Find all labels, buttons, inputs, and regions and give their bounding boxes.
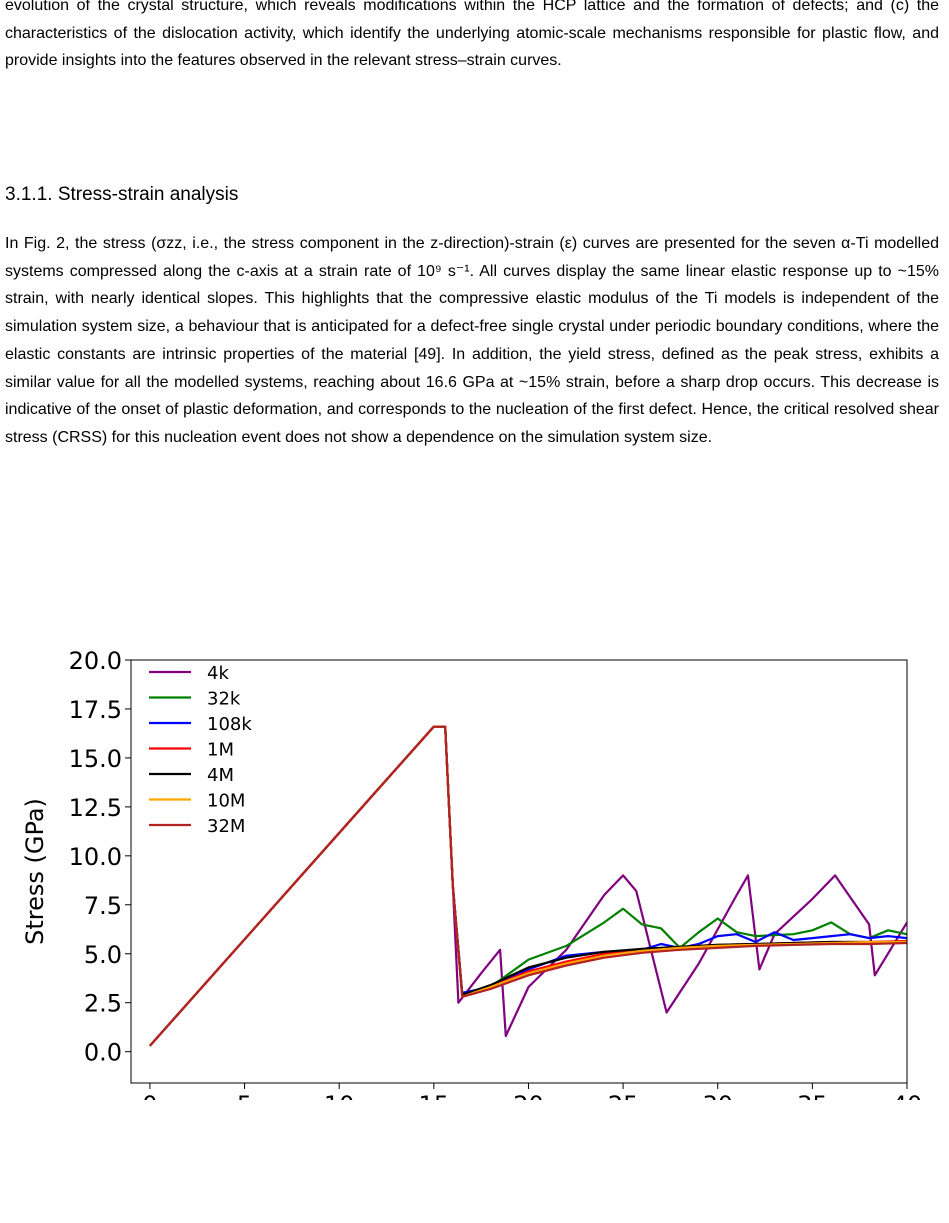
body-paragraph-2: In Fig. 2, the stress (σzz, i.e., the st… — [5, 235, 939, 446]
series-line-32M — [149, 725, 907, 1047]
y-tick-label: 20.0 — [69, 647, 122, 675]
x-tick-label: 40 — [892, 1091, 923, 1100]
series-line-1M — [149, 725, 907, 1047]
y-tick-label: 10.0 — [69, 843, 122, 871]
y-tick-label: 7.5 — [84, 892, 122, 920]
section-heading: 3.1.1. Stress-strain analysis — [5, 184, 239, 205]
y-tick-label: 0.0 — [84, 1039, 122, 1067]
x-tick-label: 20 — [513, 1091, 544, 1100]
legend-label-4k: 4k — [207, 663, 229, 684]
x-tick-label: 15 — [419, 1091, 450, 1100]
legend-label-32M: 32M — [207, 816, 245, 837]
legend-label-32k: 32k — [207, 689, 241, 710]
y-tick-label: 2.5 — [84, 990, 122, 1018]
series-line-4k — [149, 725, 907, 1047]
body-paragraph-1: evolution of the crystal structure, whic… — [5, 0, 939, 70]
series-line-4M — [149, 725, 907, 1047]
legend-label-4M: 4M — [207, 765, 234, 786]
chart-svg: 0 5 10 15 20 25 30 35 40 0.0 2.5 5.0 7.5 10.0 12.5 15.0… — [21, 647, 923, 1149]
x-tick-label: 5 — [237, 1091, 252, 1100]
legend-label-1M: 1M — [207, 740, 234, 761]
series-line-10M — [149, 725, 907, 1047]
legend-label-10M: 10M — [207, 791, 245, 812]
x-tick-label: 0 — [142, 1091, 157, 1100]
y-tick-label: 15.0 — [69, 745, 122, 773]
y-tick-label: 17.5 — [69, 696, 122, 724]
y-tick-label: 12.5 — [69, 794, 122, 822]
legend-label-108k: 108k — [207, 714, 252, 735]
x-tick-label: 30 — [702, 1091, 733, 1100]
y-tick-label: 5.0 — [84, 941, 122, 969]
plot-frame — [130, 659, 908, 1084]
x-tick-label: 35 — [797, 1091, 828, 1100]
series-line-108k — [149, 725, 907, 1047]
y-axis-label: Stress (GPa) — [21, 798, 49, 945]
x-tick-label: 25 — [608, 1091, 639, 1100]
stress-strain-chart: 0 5 10 15 20 25 30 35 40 0.0 2.5 5.0 7.5 10.0 12.5 15.0… — [0, 630, 949, 1149]
x-tick-label: 10 — [324, 1091, 355, 1100]
series-line-32k — [149, 725, 907, 1047]
